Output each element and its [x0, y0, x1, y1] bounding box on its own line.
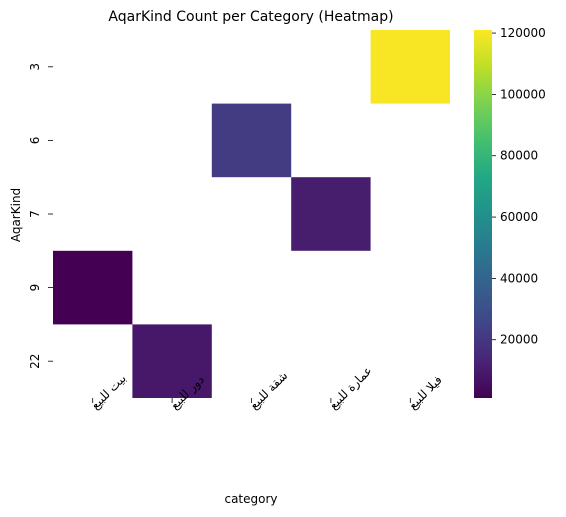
colorbar-tick-label: 100000 [500, 87, 546, 101]
colorbar-tick-label: 20000 [500, 333, 538, 347]
y-tick-label: 7 [28, 210, 42, 218]
y-tick-label: 3 [28, 63, 42, 71]
x-tick-label: عمارة للبيع [326, 363, 375, 412]
heatmap-cell [211, 103, 292, 178]
heatmap-cell [370, 30, 450, 104]
y-tick-label: 22 [28, 354, 42, 369]
colorbar-tick-label: 40000 [500, 271, 538, 285]
heatmap-cells [53, 30, 450, 398]
y-axis-label: AqarKind [9, 188, 23, 242]
x-tick-label: شقة للبيع [247, 369, 291, 413]
colorbar-tick-label: 120000 [500, 26, 546, 40]
colorbar [474, 30, 492, 398]
x-tick-label: بيت للبيع [88, 371, 129, 412]
x-axis-label: category [224, 492, 277, 506]
heatmap-cell [291, 177, 371, 251]
colorbar-tick-label: 80000 [500, 149, 538, 163]
x-tick-label: فيلا للبيع [406, 373, 445, 412]
y-axis-ticks: 3 6 7 9 22 [28, 63, 53, 369]
y-tick-label: 6 [28, 137, 42, 145]
colorbar-tick-label: 60000 [500, 210, 538, 224]
heatmap-cell [132, 324, 212, 398]
colorbar-ticks: 20000 40000 60000 80000 100000 120000 [492, 26, 546, 347]
y-tick-label: 9 [28, 284, 42, 292]
heatmap-cell [53, 250, 133, 325]
chart-title: AqarKind Count per Category (Heatmap) [108, 9, 393, 25]
